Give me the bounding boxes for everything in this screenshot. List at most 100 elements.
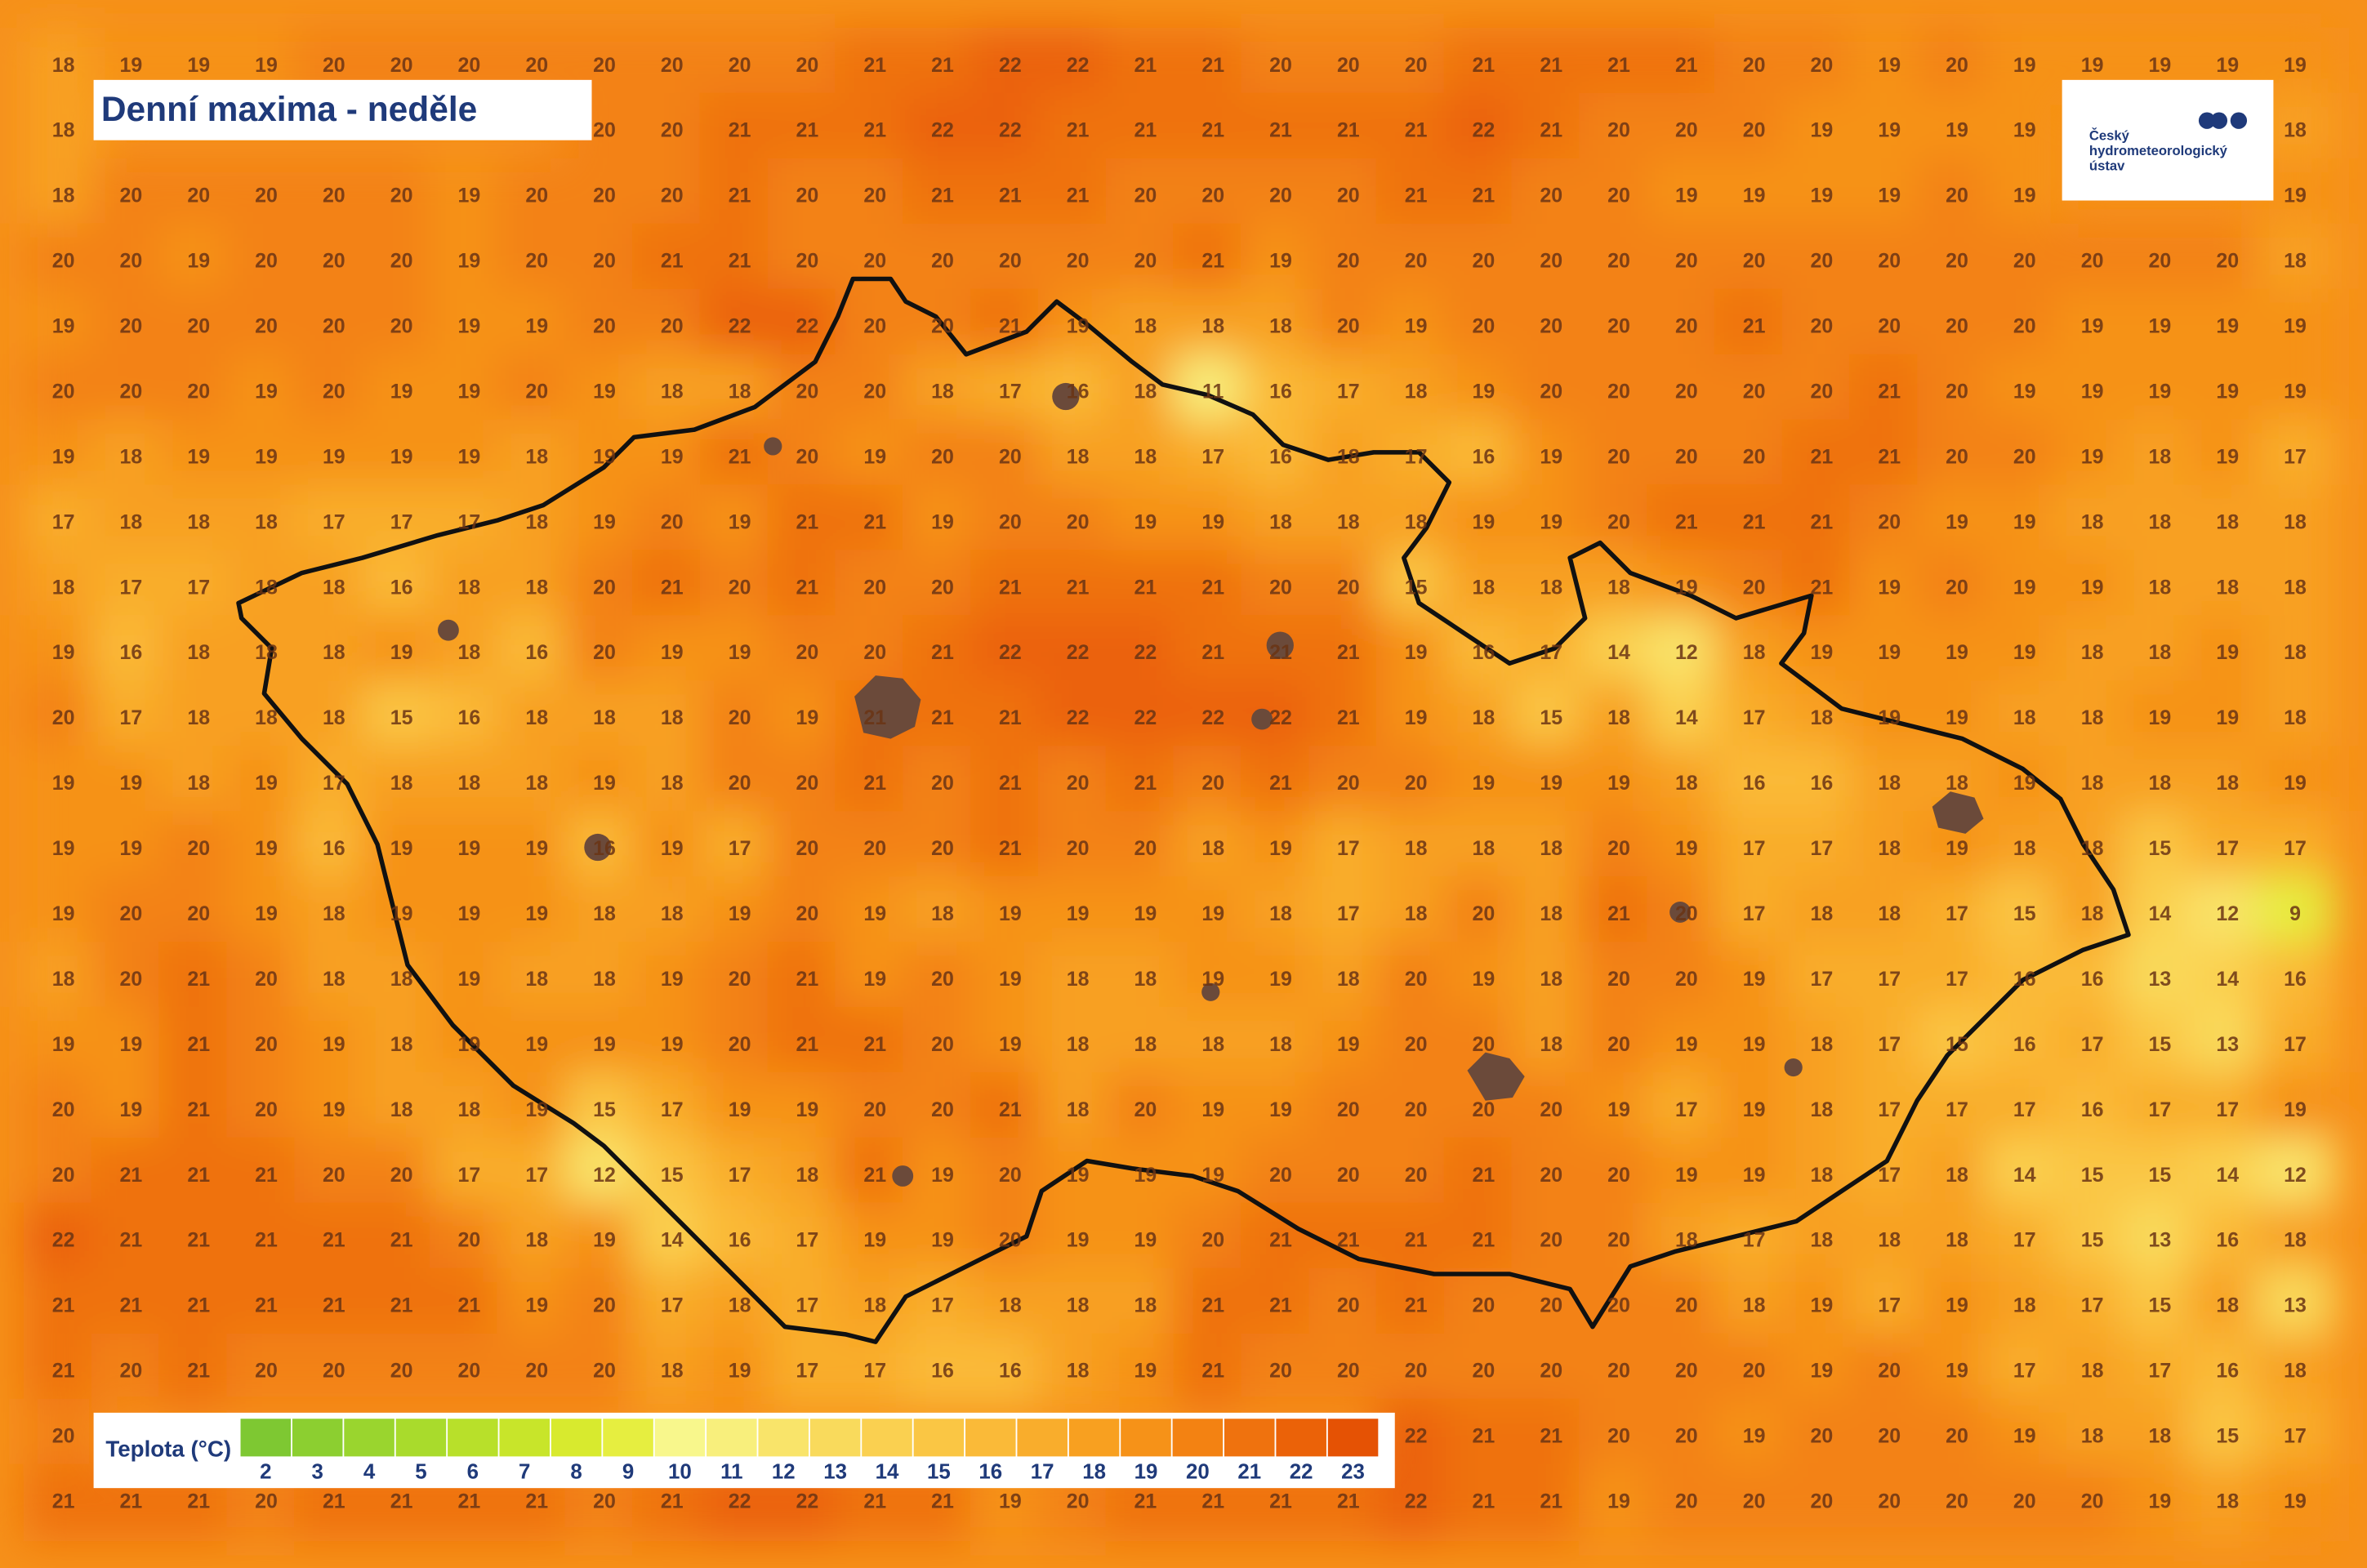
temperature-cell [2120, 1006, 2200, 1085]
temperature-value: 20 [796, 902, 819, 925]
temperature-cell [158, 288, 239, 367]
temperature-cell [2120, 615, 2200, 693]
legend-label: 23 [1341, 1461, 1365, 1484]
temperature-cell [1105, 1267, 1186, 1346]
temperature-cell [429, 354, 510, 432]
temperature-value: 18 [1067, 445, 1090, 468]
temperature-cell [1647, 1463, 1727, 1542]
temperature-cell [1714, 876, 1794, 954]
temperature-value: 18 [2284, 510, 2307, 533]
temperature-value: 21 [1473, 1229, 1496, 1252]
temperature-value: 18 [52, 119, 75, 142]
temperature-cell [1241, 876, 1321, 954]
temperature-cell [2120, 1398, 2200, 1477]
temperature-value: 19 [1134, 902, 1157, 925]
temperature-value: 20 [255, 1098, 278, 1121]
temperature-cell [699, 1137, 780, 1215]
temperature-value: 18 [729, 381, 751, 403]
temperature-value: 20 [525, 381, 548, 403]
temperature-cell [767, 1071, 848, 1150]
temperature-cell [1511, 1463, 1592, 1542]
temperature-value: 21 [1269, 772, 1292, 795]
temperature-cell [1037, 680, 1118, 758]
temperature-cell [2052, 876, 2133, 954]
temperature-cell [2052, 354, 2133, 432]
temperature-cell [1443, 288, 1524, 367]
temperature-value: 12 [593, 1164, 616, 1187]
temperature-value: 13 [2149, 1229, 2172, 1252]
temperature-cell [1375, 811, 1456, 889]
legend-swatch [395, 1419, 447, 1457]
temperature-value: 21 [1134, 54, 1157, 77]
temperature-value: 21 [661, 1490, 684, 1512]
temperature-value: 22 [1405, 1490, 1428, 1512]
temperature-value: 19 [661, 1033, 684, 1056]
temperature-cell [2187, 942, 2268, 1019]
temperature-cell [158, 615, 239, 693]
temperature-value: 20 [1607, 837, 1630, 860]
temperature-value: 19 [931, 1229, 954, 1252]
temperature-value: 18 [1878, 837, 1901, 860]
temperature-value: 21 [999, 837, 1022, 860]
temperature-cell [497, 811, 577, 889]
temperature-value: 17 [1878, 1098, 1901, 1121]
temperature-cell [1241, 1267, 1321, 1346]
temperature-cell [632, 158, 712, 236]
temperature-value: 21 [1201, 1360, 1224, 1383]
temperature-value: 18 [2284, 1360, 2307, 1383]
temperature-cell [1781, 92, 1862, 171]
temperature-value: 16 [323, 837, 345, 860]
temperature-cell [1647, 419, 1727, 497]
temperature-cell [903, 1137, 983, 1215]
temperature-value: 15 [2013, 902, 2036, 925]
temperature-value: 19 [729, 510, 751, 533]
temperature-cell [294, 223, 374, 301]
temperature-value: 20 [1607, 1164, 1630, 1187]
temperature-cell [1375, 1006, 1456, 1085]
temperature-value: 20 [1201, 772, 1224, 795]
temperature-cell [970, 1006, 1050, 1085]
temperature-cell [1037, 876, 1118, 954]
temperature-value: 18 [796, 1164, 819, 1187]
temperature-cell [564, 942, 644, 1019]
temperature-cell [2187, 615, 2268, 693]
logo-text: hydrometeorologický [2089, 143, 2228, 158]
temperature-cell [1037, 615, 1118, 693]
temperature-value: 20 [1607, 1229, 1630, 1252]
temperature-cell [1647, 484, 1727, 563]
temperature-value: 20 [1811, 315, 1834, 338]
temperature-cell [1037, 27, 1118, 105]
temperature-cell [1917, 1071, 1997, 1150]
temperature-cell [23, 1006, 104, 1085]
temperature-cell [835, 484, 916, 563]
temperature-value: 17 [323, 510, 345, 533]
temperature-value: 19 [1201, 902, 1224, 925]
temperature-value: 17 [458, 1164, 481, 1187]
temperature-value: 19 [120, 1033, 143, 1056]
temperature-cell [1105, 876, 1186, 954]
temperature-value: 20 [2216, 250, 2239, 273]
temperature-value: 21 [255, 1164, 278, 1187]
temperature-value: 20 [1134, 185, 1157, 207]
temperature-cell [1985, 811, 2065, 889]
temperature-cell [903, 876, 983, 954]
temperature-value: 20 [255, 968, 278, 991]
temperature-value: 18 [1067, 1098, 1090, 1121]
temperature-value: 18 [525, 772, 548, 795]
temperature-value: 19 [390, 837, 413, 860]
temperature-cell [2120, 223, 2200, 301]
temperature-value: 21 [863, 1490, 886, 1512]
temperature-value: 20 [2013, 250, 2036, 273]
temperature-cell [564, 680, 644, 758]
temperature-value: 20 [1201, 1229, 1224, 1252]
logo-text: ústav [2089, 158, 2125, 174]
temperature-cell [226, 223, 306, 301]
temperature-cell [1714, 746, 1794, 823]
legend: 2 3 4 5 6 7 8 9 10 11 12 13 14 15 16 17 18 19 20 21 22 23 [240, 1419, 1379, 1484]
temperature-cell [1781, 942, 1862, 1019]
temperature-cell [1579, 1202, 1659, 1281]
temperature-cell [91, 942, 172, 1019]
temperature-cell [91, 550, 172, 628]
temperature-cell [699, 1202, 780, 1281]
temperature-cell [1511, 1006, 1592, 1085]
